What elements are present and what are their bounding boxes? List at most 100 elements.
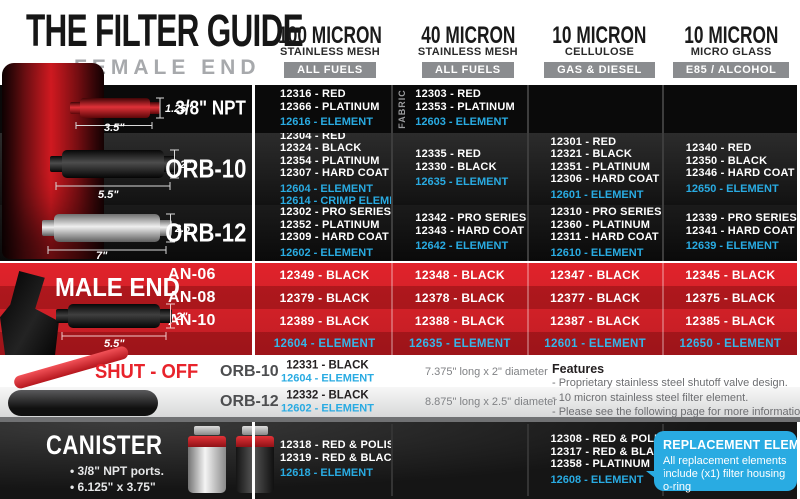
canister-specs: • 3/8" NPT ports. • 6.125" x 3.75" [70,463,164,495]
table-row-orb-10: 2" 5.5" ORB-10 12304 - RED 12324 - BLACK 1… [0,133,797,205]
row-label-zone: AN-10 [0,309,258,332]
row-label-zone: 2.5" 7" ORB-12 [0,205,258,261]
element-number: 12635 - ELEMENT [415,176,509,189]
red-cap [188,436,226,447]
features-title: Features [552,362,605,376]
part-cell: FABRIC 12303 - RED 12353 - PLATINUM 12603… [391,85,526,133]
part-number: 12335 - RED [415,148,482,161]
row-label: ORB-12 [220,393,279,410]
part-number: 12341 - HARD COAT [685,224,795,237]
dim-height-label: 1.25" [165,103,192,115]
element-number: 12610 - ELEMENT [550,246,644,259]
table-row-an-10: AN-10 12389 - BLACK 12388 - BLACK 12387 … [0,309,797,332]
row-label-zone: AN-08 [0,286,258,309]
table-row-male-elements: 12604 - ELEMENT 12635 - ELEMENT 12601 - … [0,332,797,355]
part-number: 12377 - BLACK [526,286,662,309]
dim-height-label: 2" [175,311,188,323]
element-number: 12604 - ELEMENT [281,372,374,385]
column-media-label: MICRO GLASS [690,46,772,58]
part-number: 12318 - RED & POLISH [280,439,392,452]
row-cells: 12302 - PRO SERIES 12352 - PLATINUM 12309 … [258,205,797,261]
part-cell-empty [526,85,662,133]
part-number: 12340 - RED [685,142,752,154]
element-number: 12650 - ELEMENT [685,182,779,195]
section-heading-female-end: FEMALE END [74,56,261,79]
row-label: 3/8" NPT [175,97,246,120]
part-number: 12342 - PRO SERIES [415,212,527,225]
column-micron-label: 40 MICRON [420,22,515,49]
part-number: 12388 - BLACK [391,309,526,332]
part-cell: 12308 - RED & POLISH 12317 - RED & BLACK 1… [526,424,662,496]
part-number: 12348 - BLACK [391,263,526,286]
element-number: 12604 - ELEMENT [280,182,373,195]
row-label-zone: 2" 5.5" ORB-10 [0,133,258,205]
section-heading-shut-off: SHUT - OFF [95,361,199,383]
part-number: 12352 - PLATINUM [280,218,380,231]
row-cells: 12379 - BLACK 12378 - BLACK 12377 - BLAC… [258,286,797,309]
element-number: 12602 - ELEMENT [280,246,373,259]
fuel-badge: ALL FUELS [422,62,514,78]
part-cell-empty [391,424,526,496]
part-number: 12321 - BLACK [550,148,632,161]
element-number: 12639 - ELEMENT [685,240,779,253]
column-header-10-micron-cellulose: 10 MICRON CELLULOSE GAS & DIESEL [534,0,666,85]
npt-filter-graphic: 1.25" 3.5" [70,97,192,132]
element-number: 12614 - CRIMP ELEMENT [280,195,391,205]
dim-width-label: 5.5" [98,189,119,201]
part-number: 12310 - PRO SERIES [550,206,662,218]
part-cell: 12332 - BLACK 12602 - ELEMENT [258,390,397,415]
row-label: ORB-10 [220,363,279,380]
part-cell-empty [661,85,797,133]
row-label: AN-08 [168,288,216,306]
fuel-badge: ALL FUELS [284,62,376,78]
column-micron-label: 100 MICRON [278,22,382,49]
part-number: 12346 - HARD COAT [685,167,795,179]
row-cells: 12389 - BLACK 12388 - BLACK 12387 - BLAC… [258,309,797,332]
element-number: 12601 - ELEMENT [550,188,644,201]
row-label-zone: AN-06 [0,263,258,286]
part-number: 12358 - PLATINUM [550,458,651,470]
part-number: 12343 - HARD COAT [415,224,525,237]
column-media-label: CELLULOSE [564,46,635,58]
dim-width-label: 3.5" [104,122,125,132]
row-label-zone: 1.25" 3.5" 3/8" NPT [0,85,258,133]
section-divider-bar [0,417,800,422]
part-number: 12311 - HARD COAT [550,231,659,243]
table-row-an-06: AN-06 12349 - BLACK 12348 - BLACK 12347 … [0,263,797,286]
orb10-filter-graphic: 2" 5.5" [50,149,192,201]
canister-body [188,447,226,493]
part-number: 12351 - PLATINUM [550,160,651,173]
mounting-bracket [194,426,220,435]
spec-bullet: • 3/8" NPT ports. [70,464,164,478]
fabric-note: FABRIC [397,89,408,129]
row-cells: 12304 - RED 12324 - BLACK 12354 - PLATINUM… [258,133,797,205]
part-cell: 12335 - RED 12330 - BLACK 12635 - ELEMENT [391,133,526,205]
red-cap [236,436,274,447]
row-label: ORB-12 [164,217,246,248]
part-number: 12332 - BLACK [286,389,369,402]
element-number: 12608 - ELEMENT [550,473,644,486]
part-number: 12345 - BLACK [661,263,797,286]
dim-height-label: 2" [179,159,192,171]
canister-section: CANISTER • 3/8" NPT ports. • 6.125" x 3.7… [0,422,800,499]
part-number: 12324 - BLACK [280,142,362,154]
part-number: 12330 - BLACK [415,160,497,173]
part-number: 12306 - HARD COAT [550,173,660,186]
part-number: 12331 - BLACK [286,359,369,372]
fuel-badge: GAS & DIESEL [544,62,655,78]
element-number: 12635 - ELEMENT [391,332,526,355]
part-number: 12354 - PLATINUM [280,154,380,167]
part-number: 12379 - BLACK [279,290,370,305]
shutoff-valve-product-photo [8,344,158,417]
row-cells: 12349 - BLACK 12348 - BLACK 12347 - BLAC… [258,263,797,286]
element-number: 12642 - ELEMENT [415,240,509,253]
shut-off-section: ORB-10 12331 - BLACK 12604 - ELEMENT 7.3… [0,344,800,422]
dimension-note: 7.375" long x 2" diameter [425,366,548,378]
label-column-divider [252,263,255,355]
part-number: 12317 - RED & BLACK [550,445,662,458]
table-row-npt: 1.25" 3.5" 3/8" NPT 12316 - RED 12366 - P… [0,85,797,133]
element-number: 12603 - ELEMENT [415,116,509,129]
dim-height-label: 2.5" [174,223,192,235]
part-number: 12349 - BLACK [279,267,370,282]
